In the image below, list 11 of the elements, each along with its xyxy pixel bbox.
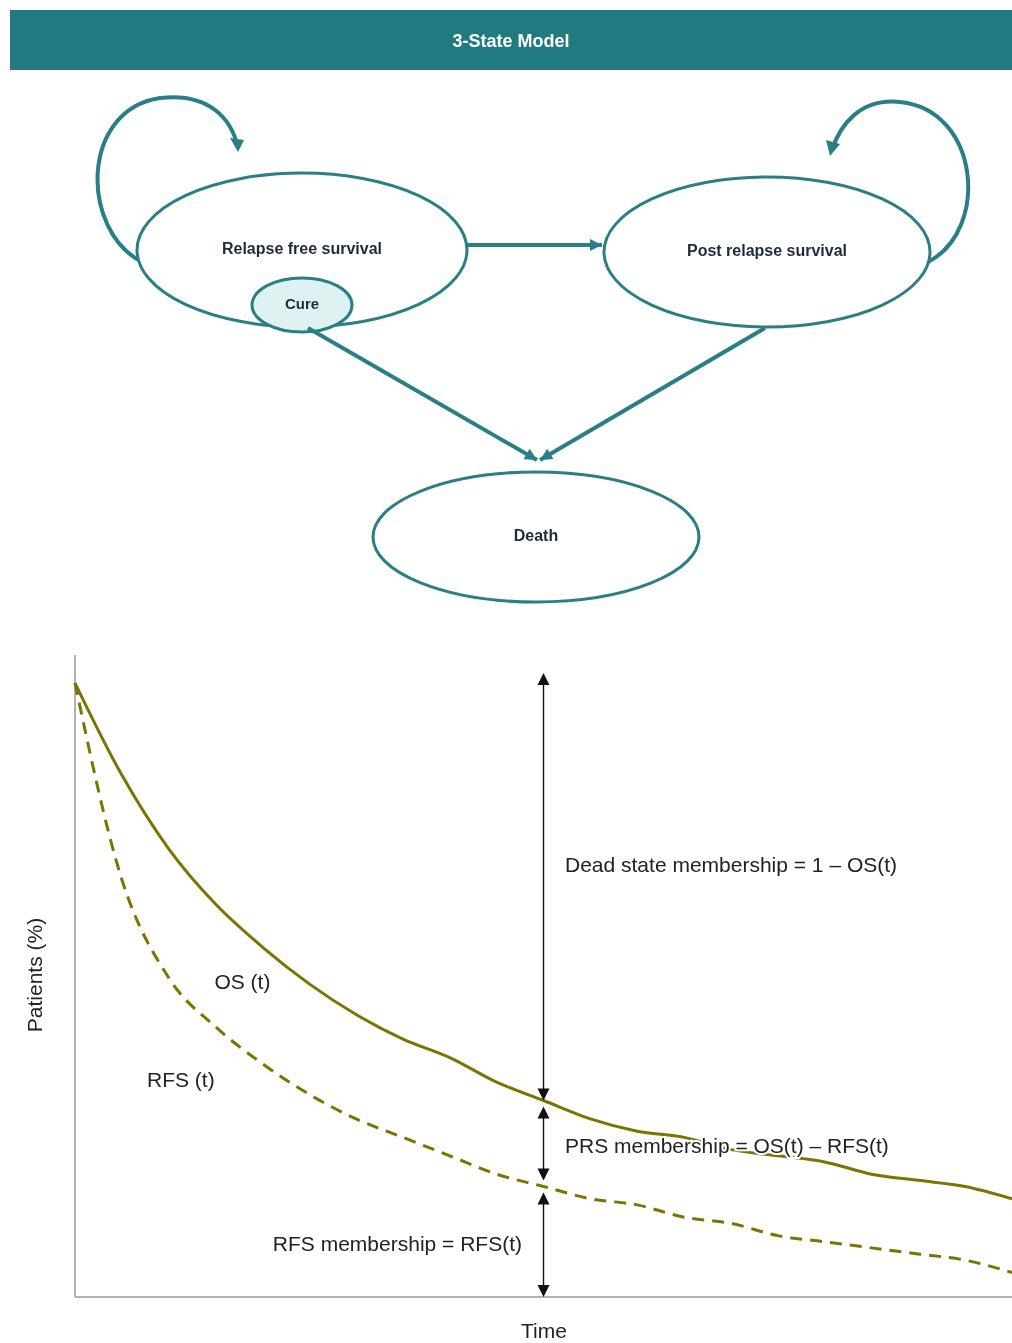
annotation: RFS membership = RFS(t) bbox=[272, 1232, 522, 1255]
text: 3-State Model bbox=[452, 30, 570, 51]
text: Post relapse survival bbox=[686, 242, 848, 260]
series-label: OS (t) bbox=[214, 970, 271, 994]
text: Relapse free survival bbox=[221, 240, 383, 258]
y-axis-title: Patients (%) bbox=[23, 917, 46, 1033]
series-label: RFS (t) bbox=[147, 1068, 215, 1091]
annotation: Dead state membership = 1 – OS(t) bbox=[565, 853, 898, 876]
x-axis-title: Time bbox=[521, 1319, 567, 1342]
text: Cure bbox=[284, 294, 320, 312]
text: Death bbox=[513, 527, 559, 545]
